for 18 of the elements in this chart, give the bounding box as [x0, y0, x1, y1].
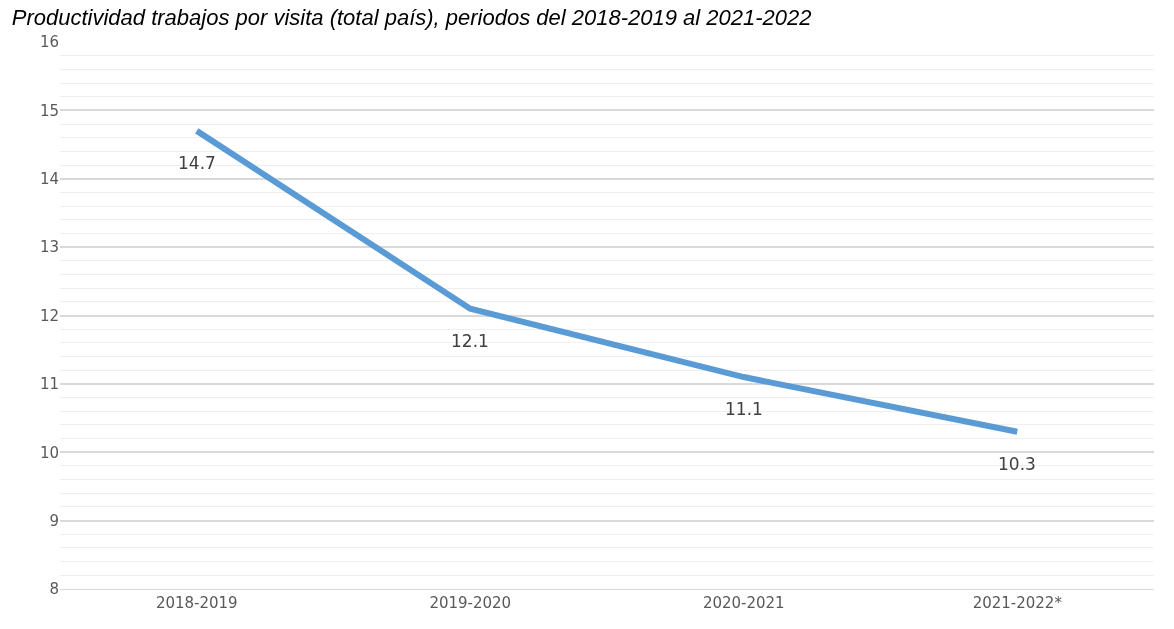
y-tick-label: 13: [39, 238, 59, 257]
data-label: 14.7: [178, 153, 216, 173]
x-tick-label: 2021-2022*: [972, 594, 1063, 612]
data-label: 10.3: [998, 454, 1036, 474]
y-tick-label: 15: [39, 101, 59, 120]
y-tick-label: 9: [49, 511, 59, 530]
data-label: 12.1: [451, 331, 489, 351]
x-tick-label: 2019-2020: [429, 594, 512, 612]
x-tick-label: 2020-2021: [702, 594, 785, 612]
y-tick-label: 14: [39, 170, 59, 188]
y-tick-label: 10: [39, 443, 59, 462]
chart-title: Productividad trabajos por visita (total país), periodos del 2018-2019 al 2021-2022: [11, 4, 812, 30]
y-tick-label: 11: [39, 375, 59, 394]
y-tick-label: 12: [39, 306, 59, 325]
y-tick-label: 16: [39, 33, 59, 52]
data-label: 11.1: [725, 399, 763, 419]
y-tick-label: 8: [49, 580, 59, 599]
x-tick-label: 2018-2019: [155, 594, 238, 612]
